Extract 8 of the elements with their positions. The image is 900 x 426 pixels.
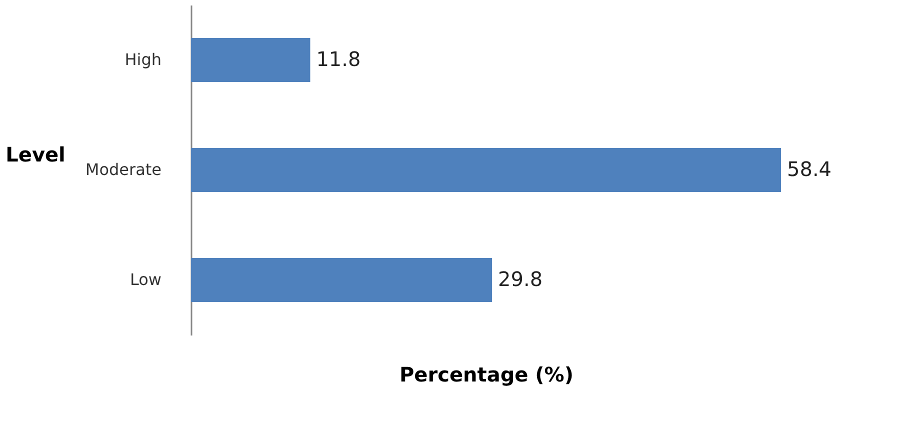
data-label: 58.4 [787, 157, 832, 181]
y-tick-label: High [124, 50, 162, 69]
data-label: 29.8 [498, 267, 543, 291]
y-tick-label: Low [130, 270, 162, 289]
y-tick-label: Moderate [85, 160, 162, 179]
data-label: 11.8 [316, 47, 361, 71]
y-axis-title: Level [6, 142, 66, 166]
x-axis-title: Percentage (%) [400, 362, 574, 386]
